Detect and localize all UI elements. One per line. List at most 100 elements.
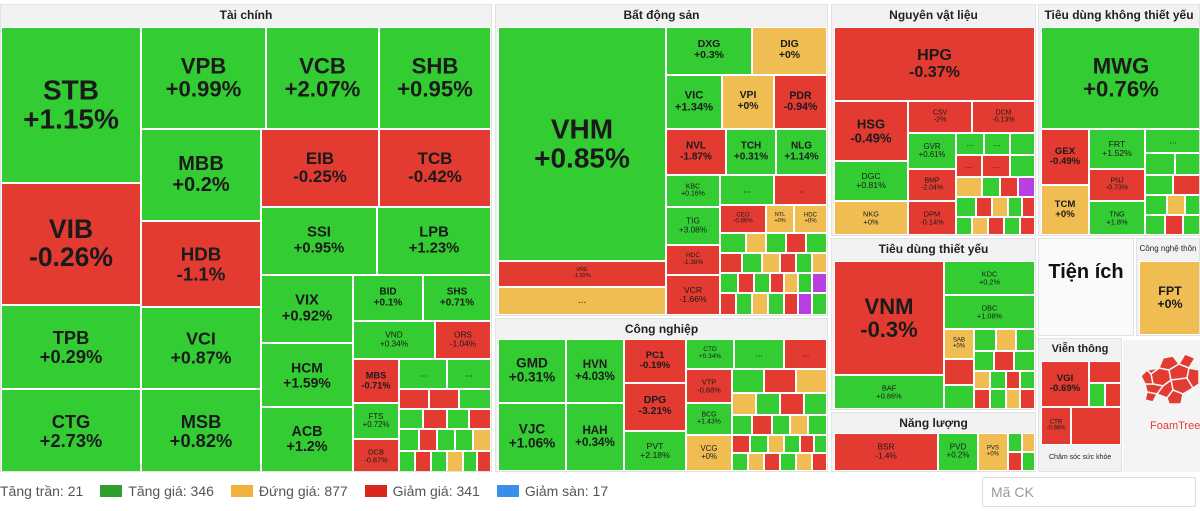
stock-tile-ceo[interactable]: CEO -0.86%: [720, 205, 766, 233]
stock-tile-hdc[interactable]: HDC -1.38%: [666, 245, 720, 275]
small-tile[interactable]: [780, 393, 804, 415]
small-tile[interactable]: [1008, 433, 1022, 452]
stock-tile-vgi[interactable]: VGI -0.69%: [1041, 361, 1089, 407]
stock-tile-nlg[interactable]: NLG +1.14%: [776, 129, 827, 175]
small-tile[interactable]: [974, 351, 994, 371]
small-tile[interactable]: [1008, 197, 1022, 217]
stock-tile-vnd[interactable]: VND +0.34%: [353, 321, 435, 359]
stock-tile-bcg[interactable]: BCG +1.43%: [686, 403, 732, 435]
small-tile[interactable]: [1145, 195, 1167, 215]
small-tile[interactable]: [1018, 177, 1035, 197]
stock-tile-stb[interactable]: STB +1.15%: [1, 27, 141, 183]
stock-tile-vtp[interactable]: VTP -0.88%: [686, 369, 732, 403]
stock-tile-ctd[interactable]: CTD +0.34%: [686, 339, 734, 369]
small-tile[interactable]: [469, 409, 491, 429]
small-tile[interactable]: [1089, 361, 1121, 383]
stock-tile-dxg[interactable]: DXG +0.3%: [666, 27, 752, 75]
small-tile[interactable]: [944, 385, 974, 409]
stock-tile-dcm[interactable]: DCM -0.13%: [972, 101, 1035, 133]
small-tile[interactable]: [720, 233, 746, 253]
stock-tile-ctr[interactable]: CTR -0.98%: [1041, 407, 1071, 445]
small-tile[interactable]: [786, 233, 806, 253]
stock-tile-fts[interactable]: FTS +0.72%: [353, 403, 399, 439]
small-tile[interactable]: [1014, 351, 1035, 371]
small-tile[interactable]: [780, 253, 796, 273]
small-tile[interactable]: [812, 253, 827, 273]
stock-tile-vci[interactable]: VCI +0.87%: [141, 307, 261, 389]
stock-tile-vnm[interactable]: VNM -0.3%: [834, 261, 944, 375]
small-tile[interactable]: [732, 369, 764, 393]
stock-tile-vcb[interactable]: VCB +2.07%: [266, 27, 379, 129]
stock-tile-tig[interactable]: TIG +3.08%: [666, 207, 720, 245]
stock-tile-hvn[interactable]: HVN +4.03%: [566, 339, 624, 403]
small-tile[interactable]: [800, 435, 814, 453]
stock-tile-pdr[interactable]: PDR -0.94%: [774, 75, 827, 129]
stock-tile-kdc[interactable]: KDC +0.2%: [944, 261, 1035, 295]
small-tile[interactable]: ...: [720, 175, 774, 205]
stock-tile-sab[interactable]: SAB +0%: [944, 329, 974, 359]
small-tile[interactable]: [720, 293, 736, 315]
stock-tile-nkg[interactable]: NKG +0%: [834, 201, 908, 235]
stock-tile-hdb[interactable]: HDB -1.1%: [141, 221, 261, 307]
small-tile[interactable]: [1008, 452, 1022, 471]
stock-tile-gex[interactable]: GEX -0.49%: [1041, 129, 1089, 185]
small-tile[interactable]: [477, 451, 491, 471]
stock-tile-vcg[interactable]: VCG +0%: [686, 435, 732, 471]
small-tile[interactable]: [780, 453, 796, 471]
small-tile[interactable]: ...: [982, 155, 1010, 177]
small-tile[interactable]: [784, 273, 798, 293]
small-tile[interactable]: [399, 451, 415, 471]
stock-tile-tng[interactable]: TNG +1.8%: [1089, 201, 1145, 235]
stock-tile-kbc[interactable]: KBC +0.16%: [666, 175, 720, 207]
small-tile[interactable]: [742, 253, 762, 273]
small-tile[interactable]: [764, 453, 780, 471]
small-tile[interactable]: [732, 453, 748, 471]
small-tile[interactable]: [720, 273, 738, 293]
small-tile[interactable]: [784, 435, 800, 453]
small-tile[interactable]: [974, 329, 996, 351]
stock-tile-gvr[interactable]: GVR +0.61%: [908, 133, 956, 169]
small-tile[interactable]: [790, 415, 808, 435]
small-tile[interactable]: ...: [784, 339, 827, 369]
small-tile[interactable]: [399, 409, 423, 429]
small-tile[interactable]: [419, 429, 437, 451]
stock-tile-hsg[interactable]: HSG -0.49%: [834, 101, 908, 161]
stock-code-search-input[interactable]: [982, 477, 1196, 507]
stock-tile-hah[interactable]: HAH +0.34%: [566, 403, 624, 471]
stock-tile-dpg[interactable]: DPG -3.21%: [624, 383, 686, 431]
small-tile[interactable]: [988, 217, 1004, 235]
small-tile[interactable]: [415, 451, 431, 471]
small-tile[interactable]: ...: [1145, 129, 1199, 153]
stock-tile-bsr[interactable]: BSR -1.4%: [834, 433, 938, 471]
small-tile[interactable]: [1183, 215, 1199, 235]
stock-tile-dgc[interactable]: DGC +0.81%: [834, 161, 908, 201]
stock-tile-shb[interactable]: SHB +0.95%: [379, 27, 491, 129]
small-tile[interactable]: [974, 389, 990, 409]
stock-tile-vpi[interactable]: VPI +0%: [722, 75, 774, 129]
stock-tile-vcr[interactable]: VCR -1.66%: [666, 275, 720, 315]
stock-tile-frt[interactable]: FRT +1.52%: [1089, 129, 1145, 169]
small-tile[interactable]: [974, 371, 990, 389]
small-tile[interactable]: [732, 415, 752, 435]
small-tile[interactable]: [1167, 195, 1185, 215]
small-tile[interactable]: [764, 369, 796, 393]
small-tile[interactable]: [1020, 371, 1035, 389]
small-tile[interactable]: [1175, 153, 1199, 175]
small-tile[interactable]: [768, 293, 784, 315]
small-tile[interactable]: [1105, 383, 1121, 407]
small-tile[interactable]: [768, 435, 784, 453]
stock-tile-tcm[interactable]: TCM +0%: [1041, 185, 1089, 235]
small-tile[interactable]: [746, 233, 766, 253]
small-tile[interactable]: [1016, 329, 1035, 351]
stock-tile-vic[interactable]: VIC +1.34%: [666, 75, 722, 129]
stock-tile-nvl[interactable]: NVL -1.87%: [666, 129, 726, 175]
small-tile[interactable]: [399, 389, 429, 409]
small-tile[interactable]: [804, 393, 827, 415]
small-tile[interactable]: [720, 253, 742, 273]
small-tile[interactable]: [473, 429, 491, 451]
small-tile[interactable]: [752, 293, 768, 315]
stock-tile-pvd[interactable]: PVD +0.2%: [938, 433, 978, 471]
stock-tile-tcb[interactable]: TCB -0.42%: [379, 129, 491, 207]
stock-tile-hcm[interactable]: HCM +1.59%: [261, 343, 353, 407]
stock-tile-pc1[interactable]: PC1 -0.19%: [624, 339, 686, 383]
